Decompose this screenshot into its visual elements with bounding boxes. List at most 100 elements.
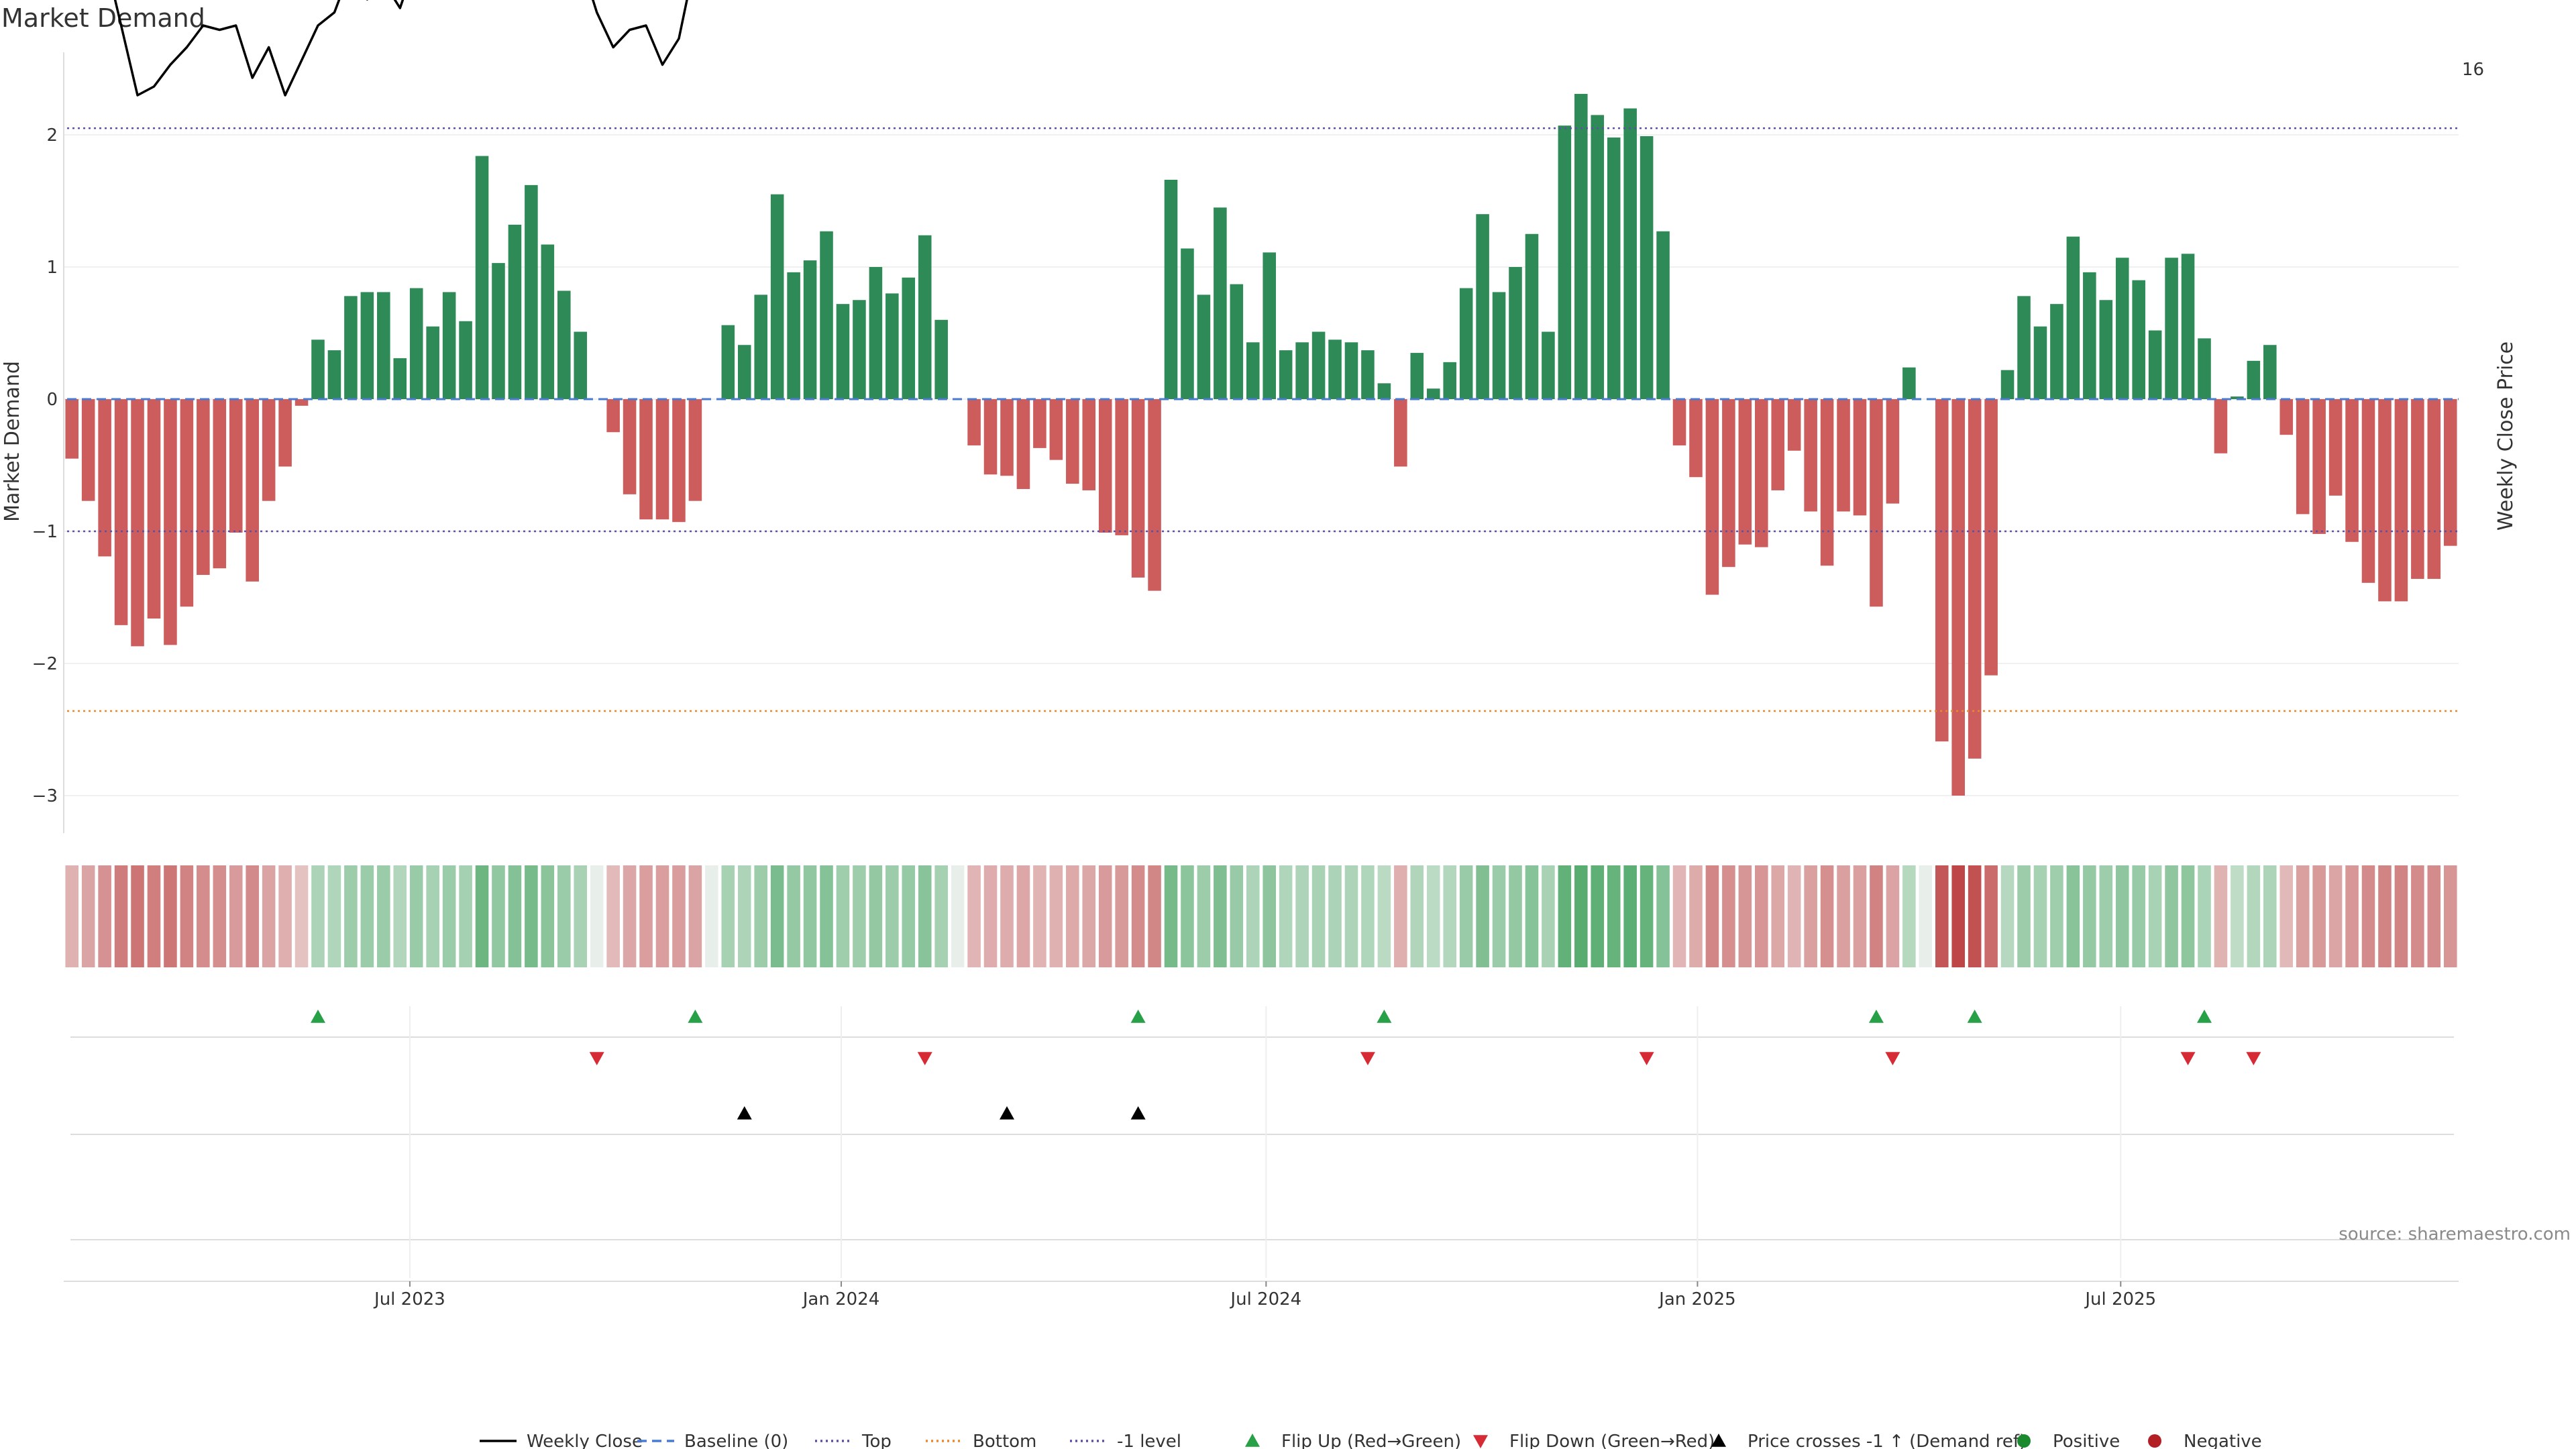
demand-bar-positive xyxy=(721,325,735,399)
flip-up-marker xyxy=(1377,1010,1392,1023)
x-axis: Jul 2023 Jan 2024 Jul 2024 Jan 2025 Jul 2025 xyxy=(373,1281,2156,1309)
legend-item: Top xyxy=(815,1432,892,1449)
legend-label: Bottom xyxy=(973,1432,1036,1449)
legend-item: Negative xyxy=(2148,1432,2262,1449)
heat-strip-cell xyxy=(1558,865,1572,967)
heat-strip-cell xyxy=(1394,865,1407,967)
demand-bar-positive xyxy=(737,345,751,399)
demand-bar-negative xyxy=(639,399,653,520)
legend-swatch xyxy=(2148,1434,2161,1448)
y-tick-label-left: 1 xyxy=(46,258,58,278)
demand-bar-positive xyxy=(360,292,374,399)
demand-bar-positive xyxy=(1525,233,1539,399)
heat-strip-cell xyxy=(492,865,505,967)
x-tick-label: Jul 2025 xyxy=(2084,1289,2156,1309)
y-tick-label-left: −1 xyxy=(32,522,58,542)
demand-bar-negative xyxy=(1755,399,1768,547)
heat-strip-cell xyxy=(1853,865,1867,967)
demand-bar-negative xyxy=(1837,399,1850,512)
flip-up-marker xyxy=(1868,1010,1884,1023)
demand-bar-positive xyxy=(327,350,341,399)
demand-bar-positive xyxy=(1328,339,1342,399)
demand-bar-positive xyxy=(2099,300,2113,399)
chart-title: Market Demand xyxy=(1,3,205,33)
heat-strip-cell xyxy=(2132,865,2145,967)
demand-bar-negative xyxy=(98,399,111,557)
demand-bar-negative xyxy=(1968,399,1982,759)
heat-strip-cell xyxy=(1705,865,1719,967)
demand-bar-positive xyxy=(1509,267,1522,399)
heat-strip-cell xyxy=(2066,865,2080,967)
heat-strip-cell xyxy=(869,865,883,967)
flip-up-marker xyxy=(311,1010,326,1023)
heat-strip-cell xyxy=(311,865,325,967)
axes: 210−1−2−3323028262422201816 xyxy=(32,52,2484,1282)
heat-strip-cell xyxy=(1295,865,1309,967)
heat-strip-cell xyxy=(1623,865,1637,967)
demand-bar-negative xyxy=(81,399,95,501)
heat-strip-cell xyxy=(1968,865,1982,967)
demand-bar-positive xyxy=(1542,331,1555,399)
y-tick-label-left: 0 xyxy=(46,390,58,410)
demand-bar-negative xyxy=(2427,399,2441,579)
demand-bar-positive xyxy=(2247,360,2261,399)
demand-bar-positive xyxy=(2198,338,2211,399)
heat-strip-cell xyxy=(1443,865,1456,967)
heat-strip-cell xyxy=(98,865,111,967)
heat-strip-cell xyxy=(2263,865,2277,967)
demand-bar-negative xyxy=(1082,399,1096,490)
legend-swatch xyxy=(2017,1434,2031,1448)
x-tick-label: Jul 2024 xyxy=(1229,1289,1301,1309)
legend-item: Flip Down (Green→Red) xyxy=(1473,1432,1715,1449)
demand-bar-positive xyxy=(442,292,456,399)
heat-strip-cell xyxy=(655,865,669,967)
heat-strip-cell xyxy=(1837,865,1850,967)
heat-strip-cell xyxy=(360,865,374,967)
heat-strip-cell xyxy=(1607,865,1621,967)
y-tick-label-left: −3 xyxy=(32,786,58,806)
demand-bar-positive xyxy=(1164,179,1178,399)
source-credit: source: sharemaestro.com xyxy=(2339,1224,2571,1244)
heat-strip-cell xyxy=(246,865,259,967)
demand-bar-negative xyxy=(983,399,998,475)
heat-strip-cell xyxy=(1016,865,1030,967)
demand-bar-negative xyxy=(1935,399,1949,742)
demand-bar-negative xyxy=(1951,399,1965,796)
demand-bar-positive xyxy=(1279,350,1293,399)
heat-strip-cell xyxy=(1115,865,1128,967)
heat-strip-cell xyxy=(1542,865,1555,967)
demand-bar-positive xyxy=(1459,288,1473,399)
heat-strip-cell xyxy=(885,865,899,967)
heat-strip-cell xyxy=(2198,865,2211,967)
heat-strip-cell xyxy=(1214,865,1227,967)
demand-bar-negative xyxy=(2394,399,2408,602)
demand-bar-negative xyxy=(672,399,686,523)
heat-strip-cell xyxy=(1459,865,1473,967)
flip-down-marker xyxy=(1639,1052,1654,1065)
heat-strip-cell xyxy=(2148,865,2162,967)
price-cross-marker xyxy=(999,1106,1014,1120)
heat-strip-cell xyxy=(574,865,588,967)
demand-bar-negative xyxy=(246,399,259,582)
demand-bar-negative xyxy=(294,399,309,406)
flip-up-marker xyxy=(688,1010,703,1023)
demand-bar-positive xyxy=(459,321,472,399)
demand-bar-negative xyxy=(213,399,227,569)
heat-strip-cell xyxy=(737,865,751,967)
heat-strip-cell xyxy=(1820,865,1834,967)
heat-strip-cell xyxy=(409,865,423,967)
heat-strip-cell xyxy=(1902,865,1916,967)
demand-bar-positive xyxy=(918,235,932,399)
legend-item: Positive xyxy=(2017,1432,2120,1449)
demand-bar-negative xyxy=(1672,399,1686,445)
heat-strip-cell xyxy=(2312,865,2326,967)
demand-bar-positive xyxy=(1344,342,1358,399)
heat-strip-cell xyxy=(2296,865,2310,967)
demand-bar-negative xyxy=(1771,399,1785,490)
heat-strip-cell xyxy=(508,865,522,967)
demand-bar-negative xyxy=(2214,399,2228,453)
heat-strip-cell xyxy=(197,865,210,967)
demand-bar-negative xyxy=(967,399,981,445)
heat-strip-cell xyxy=(623,865,637,967)
demand-bar-positive xyxy=(869,267,883,399)
